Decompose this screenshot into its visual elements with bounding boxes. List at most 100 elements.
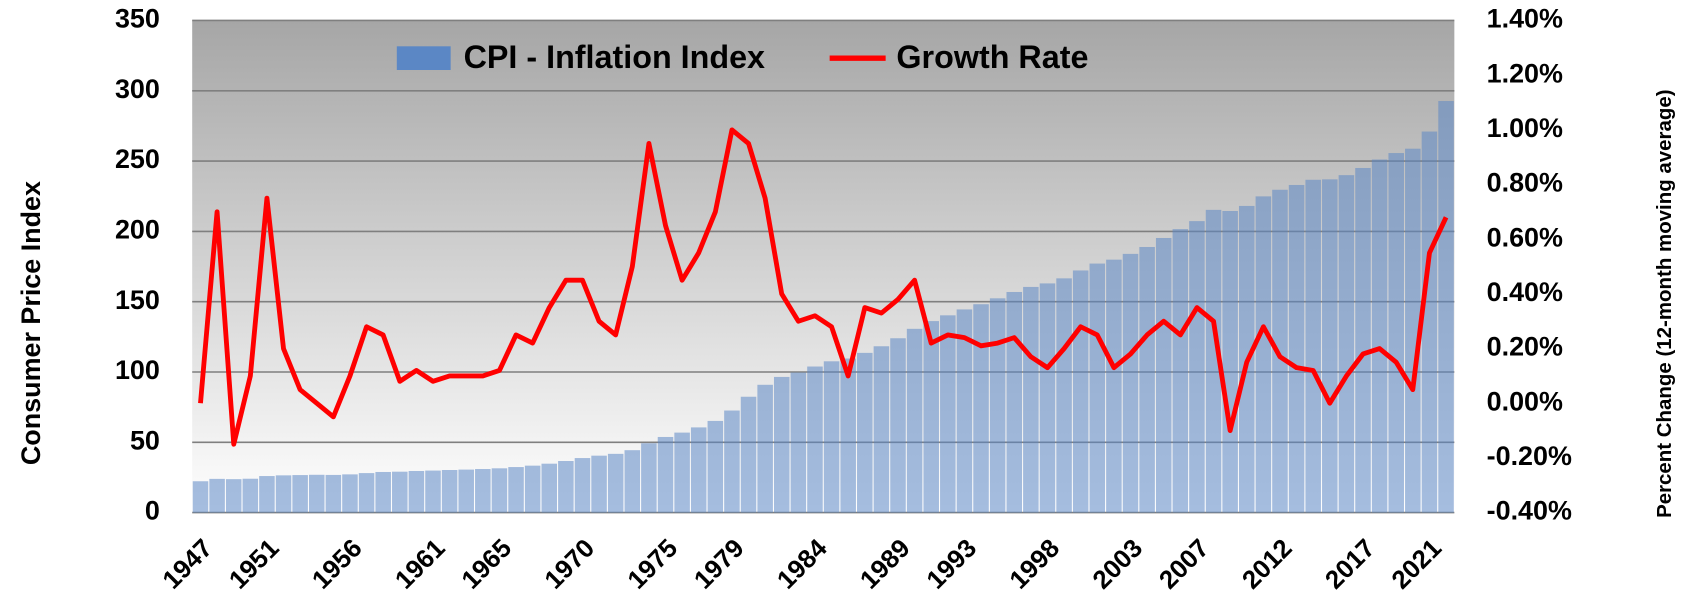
y-tick-label: 200: [115, 214, 160, 244]
bar: [940, 315, 956, 513]
bar: [425, 470, 441, 513]
bar: [458, 469, 474, 513]
bar: [1039, 283, 1056, 513]
bar: [1438, 101, 1454, 513]
y2-tick-label: 0.40%: [1487, 277, 1563, 307]
bar: [956, 309, 973, 513]
bar: [790, 372, 807, 513]
bar: [707, 420, 724, 513]
x-tick-label: 2012: [1237, 534, 1297, 594]
bar: [1106, 259, 1122, 513]
bar: [1122, 253, 1139, 513]
bar: [757, 384, 773, 513]
bar: [1371, 159, 1388, 513]
y2-tick-label: -0.40%: [1487, 496, 1572, 526]
x-tick-label: 1975: [623, 534, 683, 594]
bar: [923, 321, 939, 513]
y-tick-label: 250: [115, 144, 160, 174]
line: [198, 127, 1449, 447]
x-tick-label: 1956: [307, 534, 367, 594]
legend-label: CPI - Inflation Index: [464, 39, 765, 75]
y-tick-label: 300: [115, 74, 160, 104]
x-tick-label: 2003: [1088, 534, 1148, 594]
bar: [1255, 196, 1272, 513]
bar: [1305, 179, 1321, 513]
legend-label: Growth Rate: [896, 39, 1088, 75]
bar: [1322, 179, 1338, 513]
bar: [690, 427, 707, 513]
y-tick-label: 50: [130, 425, 160, 455]
bar: [1023, 286, 1039, 513]
bar: [308, 474, 325, 513]
x-tick-label: 2007: [1154, 534, 1214, 594]
bar: [890, 338, 906, 513]
bar: [1189, 221, 1205, 513]
bar: [1405, 148, 1421, 513]
bar: [1338, 175, 1355, 513]
legend-swatch: [396, 46, 451, 70]
bar: [989, 298, 1006, 513]
y2-tick-label: 0.00%: [1487, 386, 1563, 416]
bar: [275, 475, 292, 513]
x-tick-label: 2021: [1387, 534, 1447, 594]
x-tick-label: 1965: [457, 534, 517, 594]
bar: [441, 470, 458, 513]
bar: [840, 358, 856, 513]
bar: [375, 471, 391, 513]
bar: [1421, 131, 1438, 513]
bar: [807, 366, 823, 513]
bar: [1288, 184, 1305, 513]
bar: [591, 455, 607, 513]
bar: [674, 432, 690, 513]
y-axis-title: Consumer Price Index: [16, 181, 46, 465]
bar: [342, 474, 358, 513]
bar: [1006, 291, 1023, 513]
bar: [192, 481, 209, 513]
x-tick-label: 2017: [1320, 534, 1380, 594]
bar: [1056, 278, 1072, 513]
bar: [607, 453, 624, 513]
y2-axis-title: Percent Change (12-month moving average): [1653, 89, 1676, 517]
y2-tick-label: 0.20%: [1487, 332, 1563, 362]
bar: [242, 478, 259, 513]
y-tick-label: 150: [115, 285, 160, 315]
bar: [873, 346, 890, 513]
x-tick-label: 1979: [689, 534, 749, 594]
bar: [491, 468, 508, 513]
bar: [1222, 210, 1238, 513]
bar: [1355, 167, 1371, 513]
bar: [724, 410, 740, 513]
bar: [906, 328, 923, 513]
bar: [292, 475, 308, 513]
x-tick-label: 1993: [922, 534, 982, 594]
bar: [973, 304, 989, 513]
bar: [392, 471, 408, 513]
bar: [641, 443, 657, 513]
bar: [524, 465, 541, 513]
x-tick-label: 1970: [540, 534, 600, 594]
y2-tick-label: 1.20%: [1487, 58, 1563, 88]
bar: [1205, 209, 1222, 513]
y-tick-label: 0: [145, 496, 160, 526]
bar: [1155, 237, 1172, 513]
bar: [1089, 263, 1106, 513]
bar: [740, 396, 757, 513]
y2-tick-label: 0.80%: [1487, 168, 1563, 198]
x-tick-label: 1989: [855, 534, 915, 594]
x-tick-label: 1961: [390, 534, 450, 594]
bar: [574, 458, 591, 513]
y2-tick-label: 1.00%: [1487, 113, 1563, 143]
bar: [558, 461, 574, 513]
bar: [857, 352, 873, 513]
bar: [209, 478, 225, 513]
bar: [1072, 270, 1089, 513]
bar: [475, 469, 491, 513]
bar: [358, 473, 375, 513]
bar: [1272, 189, 1288, 513]
bar: [325, 474, 342, 513]
x-tick-label: 1951: [224, 534, 284, 594]
y-tick-label: 100: [115, 355, 160, 385]
bar: [1139, 246, 1155, 513]
x-tick-label: 1984: [772, 534, 833, 595]
